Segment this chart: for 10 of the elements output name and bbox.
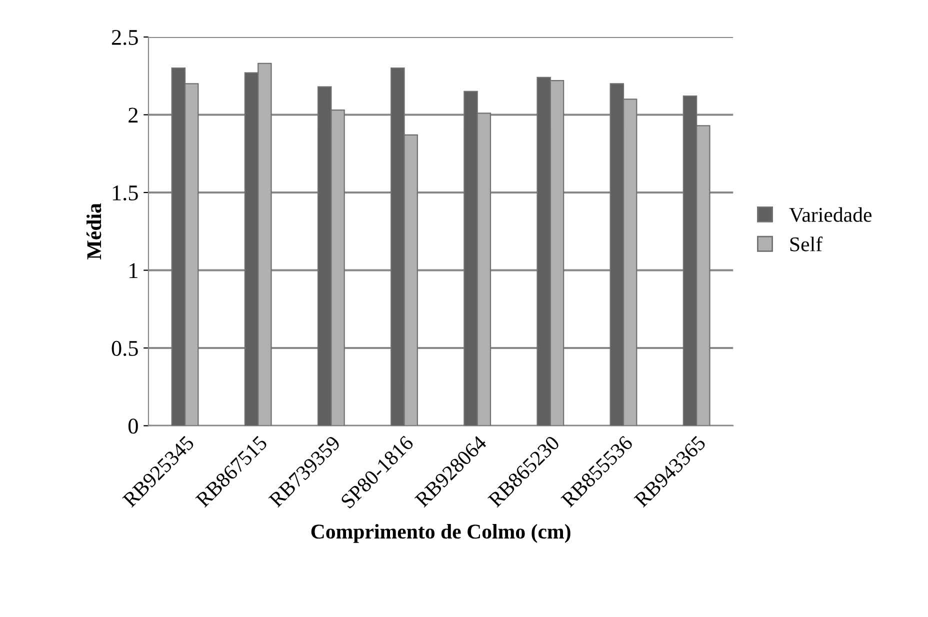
y-tick-label: 0	[128, 418, 138, 434]
legend-label: Self	[790, 236, 823, 252]
y-tick-label: 2.5	[112, 30, 138, 46]
y-tick-label: 0.5	[112, 340, 138, 356]
y-axis-title: Média	[86, 203, 102, 260]
y-tick-label: 2	[128, 108, 138, 122]
legend-label: Variedade	[789, 207, 872, 222]
y-tick-label: 1	[130, 263, 138, 278]
x-axis-title: Comprimento de Colmo (cm)	[311, 524, 570, 543]
y-tick-label: 1.5	[112, 186, 138, 201]
